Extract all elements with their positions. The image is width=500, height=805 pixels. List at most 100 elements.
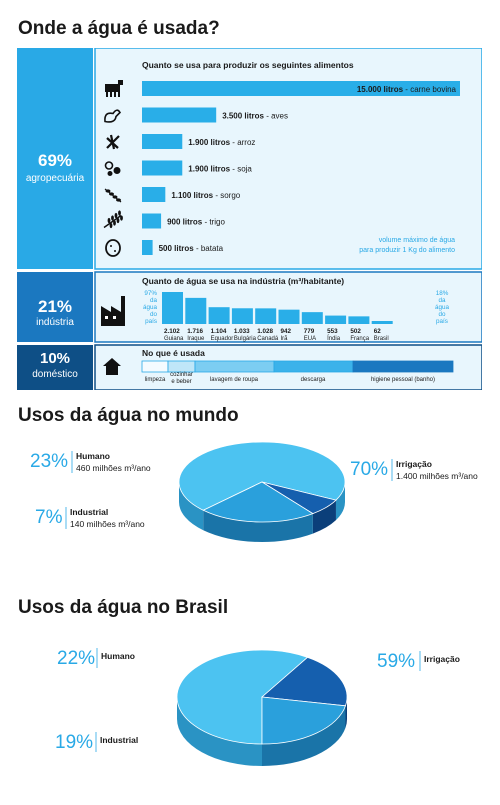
ind-left-note: da	[150, 297, 158, 304]
factory-icon	[101, 296, 125, 326]
dom-bar-segment	[273, 360, 354, 373]
dom-label-higiene: higiene pessoal (banho)	[371, 377, 435, 383]
ind-bar	[255, 308, 277, 324]
pie-slice	[261, 696, 347, 745]
world-industrial-pct: 7%	[35, 507, 63, 528]
agro-label: agropecuária	[26, 173, 85, 184]
ind-bar-country: Irã	[281, 336, 289, 342]
brazil-humano-pct: 22%	[57, 648, 95, 669]
ind-right-note: 18%	[436, 290, 449, 297]
food-bar-label: 1.100 litros - sorgo	[171, 191, 240, 200]
ind-bar	[185, 297, 207, 324]
dom-heading: No que é usada	[142, 348, 205, 358]
food-bar-label: 500 litros - batata	[159, 244, 224, 253]
factory-window	[113, 316, 116, 319]
food-bar-label: 1.900 litros - soja	[188, 165, 252, 174]
brazil-pie-title: Usos da água no Brasil	[18, 597, 229, 618]
dom-pct: 10%	[40, 350, 70, 367]
food-bar	[142, 187, 166, 202]
dom-label-beber: e beber	[171, 379, 191, 385]
ind-bar-value: 553	[327, 328, 338, 335]
dom-bar-segment	[167, 360, 196, 373]
cow-head	[118, 80, 123, 85]
pie-side	[203, 510, 313, 542]
wheat-icon	[103, 210, 123, 229]
wheat-grain	[116, 217, 120, 224]
house-shape	[103, 358, 121, 375]
food-bar-label: 900 litros - trigo	[167, 218, 225, 227]
dom-bar-segment	[194, 360, 275, 373]
world-irrigacao-pct: 70%	[350, 459, 388, 480]
brazil-irrigacao-pct: 59%	[377, 651, 415, 672]
soy-bean	[107, 171, 113, 176]
ind-bar	[231, 308, 253, 324]
page-title: Onde a água é usada?	[18, 18, 220, 39]
food-bar-label: 1.900 litros - arroz	[188, 138, 255, 147]
dom-label-cozinhar: cozinhar	[170, 372, 193, 378]
ind-bar	[371, 321, 393, 324]
ind-bar	[301, 312, 323, 324]
brazil-irrigacao-name: Irrigação	[424, 654, 460, 664]
ind-bar	[325, 315, 347, 324]
chicken-icon	[104, 109, 122, 123]
ind-bar-country: Guiana	[164, 336, 184, 342]
dom-label-roupa: lavagem de roupa	[210, 377, 259, 383]
food-bar-label: 3.500 litros - aves	[222, 112, 288, 121]
world-pie-chart: 23% Humano 460 milhões m³/ano 7% Industrial 1…	[0, 430, 500, 590]
food-bar	[142, 81, 460, 96]
brazil-industrial-pct: 19%	[55, 732, 93, 753]
dom-label-descarga: descarga	[301, 377, 326, 383]
ind-bar	[278, 309, 300, 324]
ind-bar-value: 1.028	[257, 328, 273, 335]
ind-right-note: país	[436, 318, 448, 325]
potato-shape	[105, 239, 121, 257]
chicken-shape	[104, 109, 122, 123]
ind-bar	[162, 292, 183, 324]
dom-bar-segment	[352, 360, 454, 373]
food-bar-label: 15.000 litros - carne bovina	[357, 85, 457, 94]
dom-sector-bg	[17, 345, 93, 390]
dom-label-limpeza: limpeza	[145, 377, 166, 383]
wheat-grain	[114, 212, 118, 219]
cow-leg	[106, 92, 108, 97]
wheat-grain	[107, 217, 111, 224]
wheat-grain	[120, 215, 123, 221]
ind-label: indústria	[36, 317, 74, 328]
factory-window	[105, 316, 108, 319]
brazil-industrial-name: Industrial	[100, 735, 138, 745]
world-irrigacao-name: Irrigação	[396, 459, 432, 469]
wheat-grain	[111, 215, 114, 221]
ind-bar-country: Bulgária	[234, 336, 257, 342]
ind-bar-value: 1.033	[234, 328, 250, 335]
agro-heading: Quanto se usa para produzir os seguintes…	[142, 60, 354, 70]
pie-side	[179, 482, 204, 531]
agro-sector-bg	[17, 48, 93, 269]
ind-bar	[348, 316, 370, 324]
ind-heading: Quanto de água se usa na indústria (m³/h…	[142, 276, 344, 286]
pie-slice	[261, 656, 348, 707]
dom-bar-segment	[141, 360, 169, 373]
ind-bar-country: Iraque	[187, 336, 205, 342]
ind-left-note: 97%	[144, 290, 157, 297]
world-industrial-name: Industrial	[70, 507, 108, 517]
cow-icon	[105, 80, 123, 97]
world-irrigacao-detail: 1.400 milhões m³/ano	[396, 471, 478, 481]
ind-content-bg	[94, 271, 483, 343]
food-bar	[142, 107, 217, 123]
sorghum-icon	[104, 188, 122, 203]
water-use-panel: 69% agropecuária 21% indústria 10% doméstico Q…	[17, 47, 483, 391]
brazil-humano-name: Humano	[101, 651, 135, 661]
ind-bar-value: 1.104	[211, 328, 227, 335]
ind-bar-value: 62	[374, 328, 382, 335]
ind-bar-country: França	[350, 336, 369, 342]
wheat-grain	[113, 220, 116, 226]
wheat-stem	[103, 214, 122, 229]
soy-bean	[113, 167, 121, 174]
pie-slice	[202, 481, 314, 523]
ind-bar-value: 779	[304, 328, 315, 335]
soy-icon	[104, 161, 121, 176]
cow-body	[105, 84, 120, 92]
world-pie-title: Usos da água no mundo	[18, 405, 239, 426]
agro-note-1: volume máximo de água	[379, 237, 455, 244]
potato-eye	[110, 245, 112, 247]
